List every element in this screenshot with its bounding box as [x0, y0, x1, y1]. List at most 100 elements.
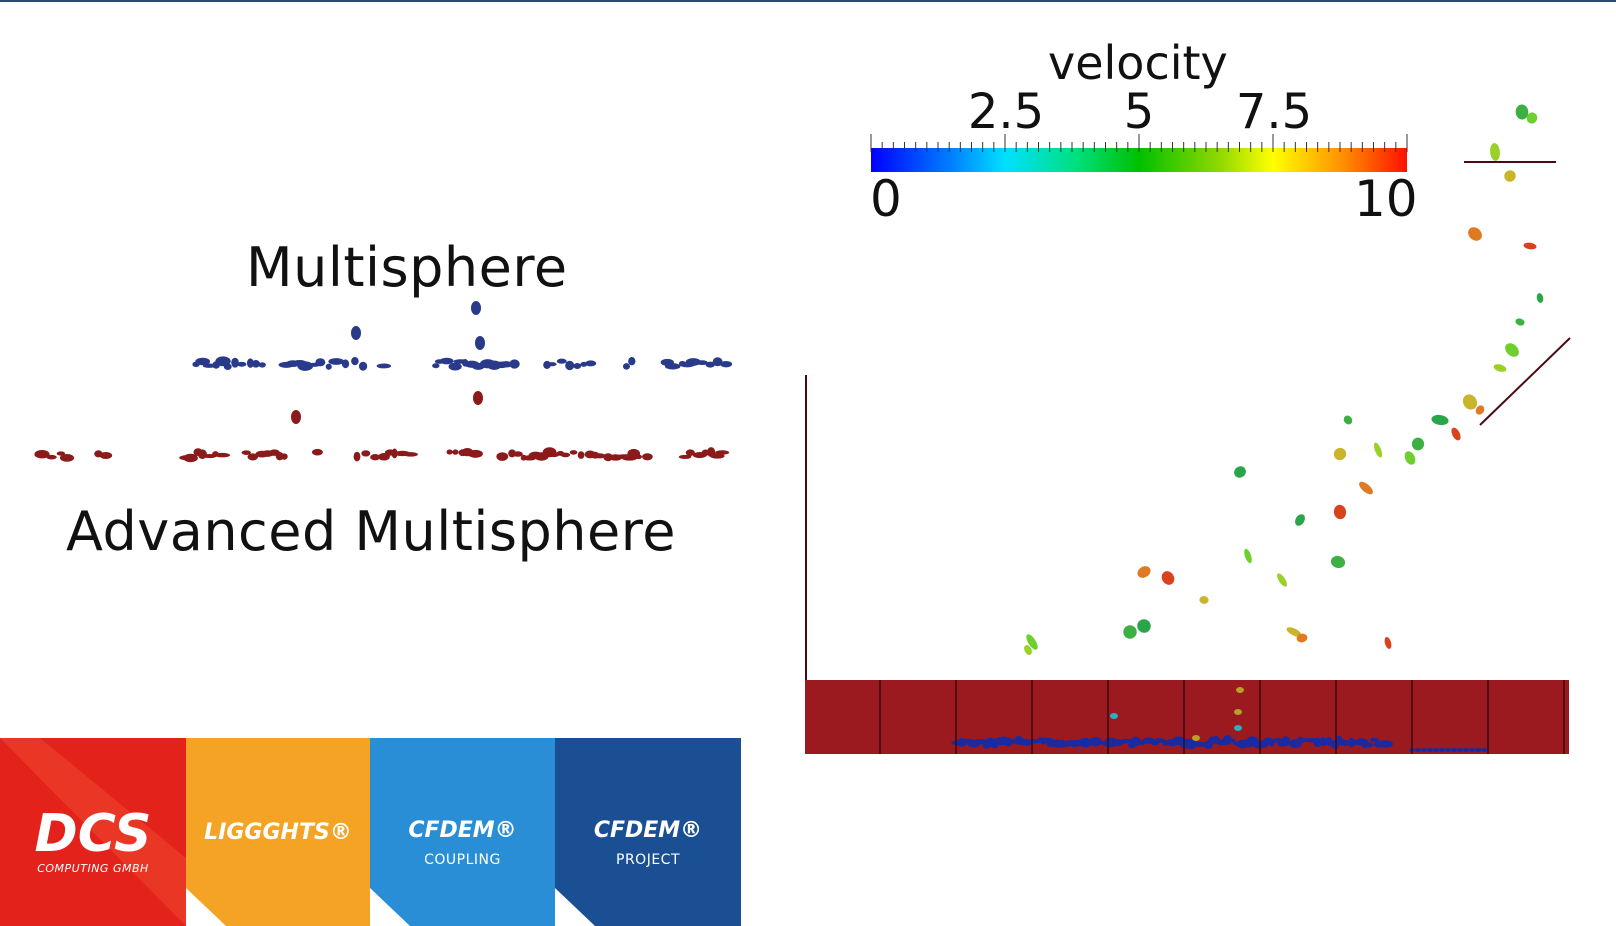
- falling-particle: [1295, 514, 1305, 526]
- legend-tick-label: 5: [1123, 84, 1155, 140]
- settled-particle: [1433, 748, 1439, 752]
- falling-particle: [1359, 481, 1373, 495]
- dcs-logo: DCS COMPUTING GMBH: [0, 738, 186, 926]
- settled-particle: [1421, 748, 1427, 752]
- dcs-logo-title: DCS: [34, 804, 152, 864]
- settled-particle: [1313, 737, 1322, 748]
- bed-particle: [1192, 735, 1200, 741]
- multisphere-particle: [297, 361, 314, 371]
- settled-particle: [1445, 748, 1451, 752]
- falling-particle: [1161, 571, 1175, 585]
- advanced-particle: [311, 448, 323, 456]
- bed-cell-lines: [879, 680, 1565, 754]
- settled-particle: [1469, 748, 1475, 752]
- multisphere-particle: [448, 362, 462, 371]
- chute-line: [1479, 337, 1571, 426]
- falling-particle: [1504, 170, 1516, 182]
- advanced-particle: [446, 449, 453, 455]
- legend-max-label: 10: [1354, 170, 1418, 228]
- advanced-multisphere-label: Advanced Multisphere: [66, 500, 676, 563]
- legend-tick-label: 2.5: [967, 84, 1045, 140]
- multisphere-particle: [622, 363, 630, 370]
- stray-particle: [471, 301, 481, 315]
- stray-particle: [475, 336, 485, 350]
- advanced-multisphere-particle-strip: [34, 391, 730, 463]
- settled-particle: [1222, 735, 1233, 745]
- falling-particle: [1026, 634, 1038, 650]
- multisphere-label: Multisphere: [246, 236, 568, 299]
- falling-particle: [1475, 405, 1485, 415]
- falling-particle: [1024, 645, 1032, 655]
- falling-particle: [1137, 566, 1151, 578]
- falling-particle: [1277, 573, 1287, 587]
- cfdem-project-logo-title: CFDEM®: [593, 818, 703, 843]
- advanced-particle: [452, 449, 459, 455]
- settled-particle: [1463, 748, 1469, 752]
- legend-ticks: [870, 134, 1408, 152]
- falling-particle: [1137, 619, 1151, 633]
- falling-particle: [1333, 447, 1347, 461]
- cfdem-coupling-logo-subtitle: COUPLING: [424, 852, 501, 868]
- advanced-particle: [714, 450, 730, 455]
- falling-particle: [1343, 415, 1353, 425]
- falling-particle: [1505, 343, 1519, 357]
- settled-particle: [1297, 736, 1304, 744]
- advanced-particle: [99, 452, 113, 459]
- multisphere-particle: [341, 359, 350, 369]
- legend-min-label: 0: [870, 170, 902, 228]
- advanced-particle: [281, 453, 288, 460]
- falling-particles: [1024, 104, 1544, 741]
- falling-particle: [1468, 227, 1482, 241]
- falling-particle: [1384, 637, 1392, 649]
- cfdem-project-logo: CFDEM® PROJECT: [555, 738, 741, 926]
- settled-particle: [1370, 737, 1379, 743]
- settled-particle: [1379, 740, 1393, 748]
- multisphere-particle: [195, 357, 211, 366]
- dcs-logo-subtitle: COMPUTING GMBH: [37, 862, 149, 875]
- advanced-particle: [577, 451, 585, 459]
- stray-particle: [351, 326, 361, 340]
- multisphere-particle: [556, 358, 567, 364]
- settled-particle: [1229, 738, 1236, 743]
- falling-particle: [1493, 364, 1507, 372]
- settled-particle: [1427, 748, 1433, 752]
- falling-particle: [1411, 437, 1425, 451]
- multisphere-particle: [231, 357, 239, 368]
- multisphere-particle: [585, 360, 597, 367]
- multisphere-particle: [315, 358, 326, 367]
- advanced-particle: [593, 453, 606, 459]
- advanced-particle: [634, 454, 643, 460]
- advanced-particle: [468, 449, 483, 458]
- multisphere-particle: [258, 362, 266, 368]
- cfdem-project-logo-subtitle: PROJECT: [616, 852, 680, 868]
- falling-particle: [1462, 394, 1478, 410]
- advanced-particle: [214, 452, 231, 458]
- bed-particle: [1234, 725, 1242, 731]
- stray-particle: [291, 410, 301, 424]
- settled-particle: [1439, 748, 1445, 752]
- falling-particle: [1330, 555, 1346, 569]
- multisphere-particle: [376, 363, 392, 369]
- falling-particle: [1244, 548, 1252, 564]
- falling-particle: [1515, 318, 1525, 326]
- settled-particles: [951, 735, 1487, 752]
- falling-particle: [1286, 627, 1302, 637]
- multisphere-particle: [223, 363, 232, 370]
- advanced-particle: [560, 452, 571, 458]
- advanced-particle: [59, 454, 75, 462]
- advanced-particle: [512, 451, 523, 457]
- multisphere-particle: [547, 362, 557, 367]
- multisphere-particle: [499, 361, 513, 368]
- advanced-particle: [353, 451, 361, 462]
- cfdem-coupling-logo-title: CFDEM®: [408, 818, 517, 843]
- legend-title: velocity: [1048, 36, 1228, 90]
- falling-particle: [1199, 596, 1209, 604]
- multisphere-particle: [720, 361, 733, 368]
- liggghts-logo-title: LIGGGHTS®: [204, 820, 352, 845]
- falling-particle: [1296, 633, 1308, 643]
- advanced-particle: [241, 450, 251, 455]
- settled-particle: [1481, 748, 1487, 752]
- settled-particle: [1451, 748, 1457, 752]
- advanced-particle: [678, 454, 692, 459]
